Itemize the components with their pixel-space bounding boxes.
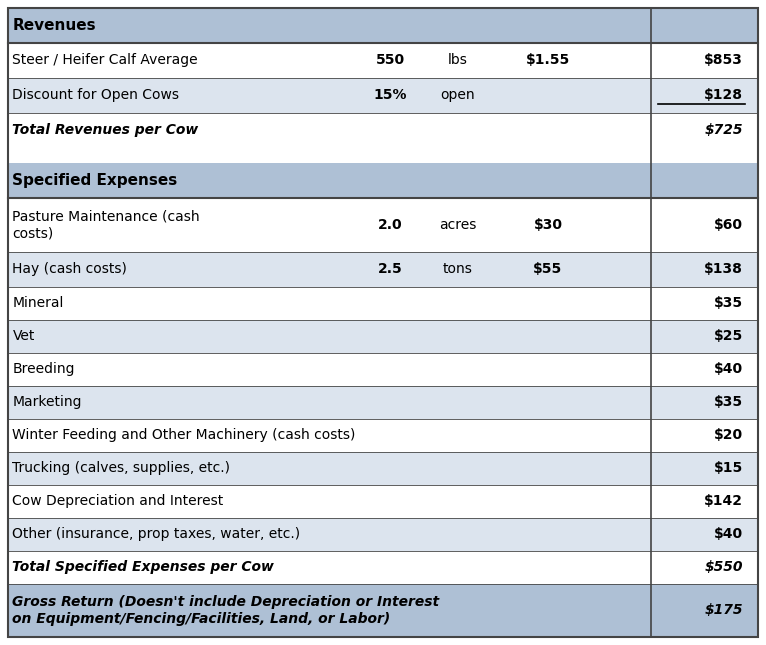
Text: $128: $128 [704,88,743,103]
Bar [8,286,758,319]
Text: Vet: Vet [12,329,35,343]
Text: Steer / Heifer Calf Average: Steer / Heifer Calf Average [12,54,198,68]
Text: Discount for Open Cows: Discount for Open Cows [12,88,179,103]
Text: Trucking (calves, supplies, etc.): Trucking (calves, supplies, etc.) [12,461,231,475]
Text: Other (insurance, prop taxes, water, etc.): Other (insurance, prop taxes, water, etc… [12,527,300,541]
Text: $142: $142 [704,494,743,508]
Text: $40: $40 [714,527,743,541]
Text: $853: $853 [704,54,743,68]
Bar [8,148,758,163]
Bar [8,353,758,386]
Text: open: open [440,88,476,103]
Text: acres: acres [440,218,476,232]
Bar [8,551,758,584]
Text: $35: $35 [714,296,743,310]
Text: Breeding: Breeding [12,362,75,376]
Text: $35: $35 [714,395,743,409]
Bar [8,78,758,113]
Bar [8,198,758,252]
Text: $60: $60 [714,218,743,232]
Text: Marketing: Marketing [12,395,82,409]
Text: $138: $138 [704,262,743,276]
Text: Gross Return (Doesn't include Depreciation or Interest
on Equipment/Fencing/Faci: Gross Return (Doesn't include Depreciati… [12,595,440,626]
Text: Total Revenues per Cow: Total Revenues per Cow [12,123,198,137]
Text: $25: $25 [714,329,743,343]
Bar [8,319,758,353]
Text: $40: $40 [714,362,743,376]
Text: Hay (cash costs): Hay (cash costs) [12,262,127,276]
Bar [8,113,758,148]
Text: Revenues: Revenues [12,18,96,33]
Bar [8,386,758,419]
Text: Total Specified Expenses per Cow: Total Specified Expenses per Cow [12,560,274,574]
Text: $20: $20 [714,428,743,442]
Bar [8,252,758,286]
Text: $55: $55 [533,262,562,276]
Text: $30: $30 [533,218,562,232]
Bar [8,451,758,484]
Text: $550: $550 [705,560,743,574]
Text: 2.5: 2.5 [378,262,403,276]
Bar [8,484,758,517]
Bar [8,584,758,637]
Text: $725: $725 [705,123,743,137]
Text: Cow Depreciation and Interest: Cow Depreciation and Interest [12,494,224,508]
Text: $175: $175 [705,603,743,617]
Text: 550: 550 [376,54,405,68]
Bar [8,419,758,452]
Text: 2.0: 2.0 [378,218,403,232]
Text: $1.55: $1.55 [526,54,570,68]
Text: Mineral: Mineral [12,296,64,310]
Text: 15%: 15% [374,88,408,103]
Bar [8,517,758,551]
Text: $15: $15 [714,461,743,475]
Text: Pasture Maintenance (cash
costs): Pasture Maintenance (cash costs) [12,209,200,241]
Text: lbs: lbs [448,54,468,68]
Text: Specified Expenses: Specified Expenses [12,174,178,188]
Text: Winter Feeding and Other Machinery (cash costs): Winter Feeding and Other Machinery (cash… [12,428,356,442]
Text: tons: tons [443,262,473,276]
Bar [8,163,758,198]
Bar [8,43,758,78]
Bar [8,8,758,43]
